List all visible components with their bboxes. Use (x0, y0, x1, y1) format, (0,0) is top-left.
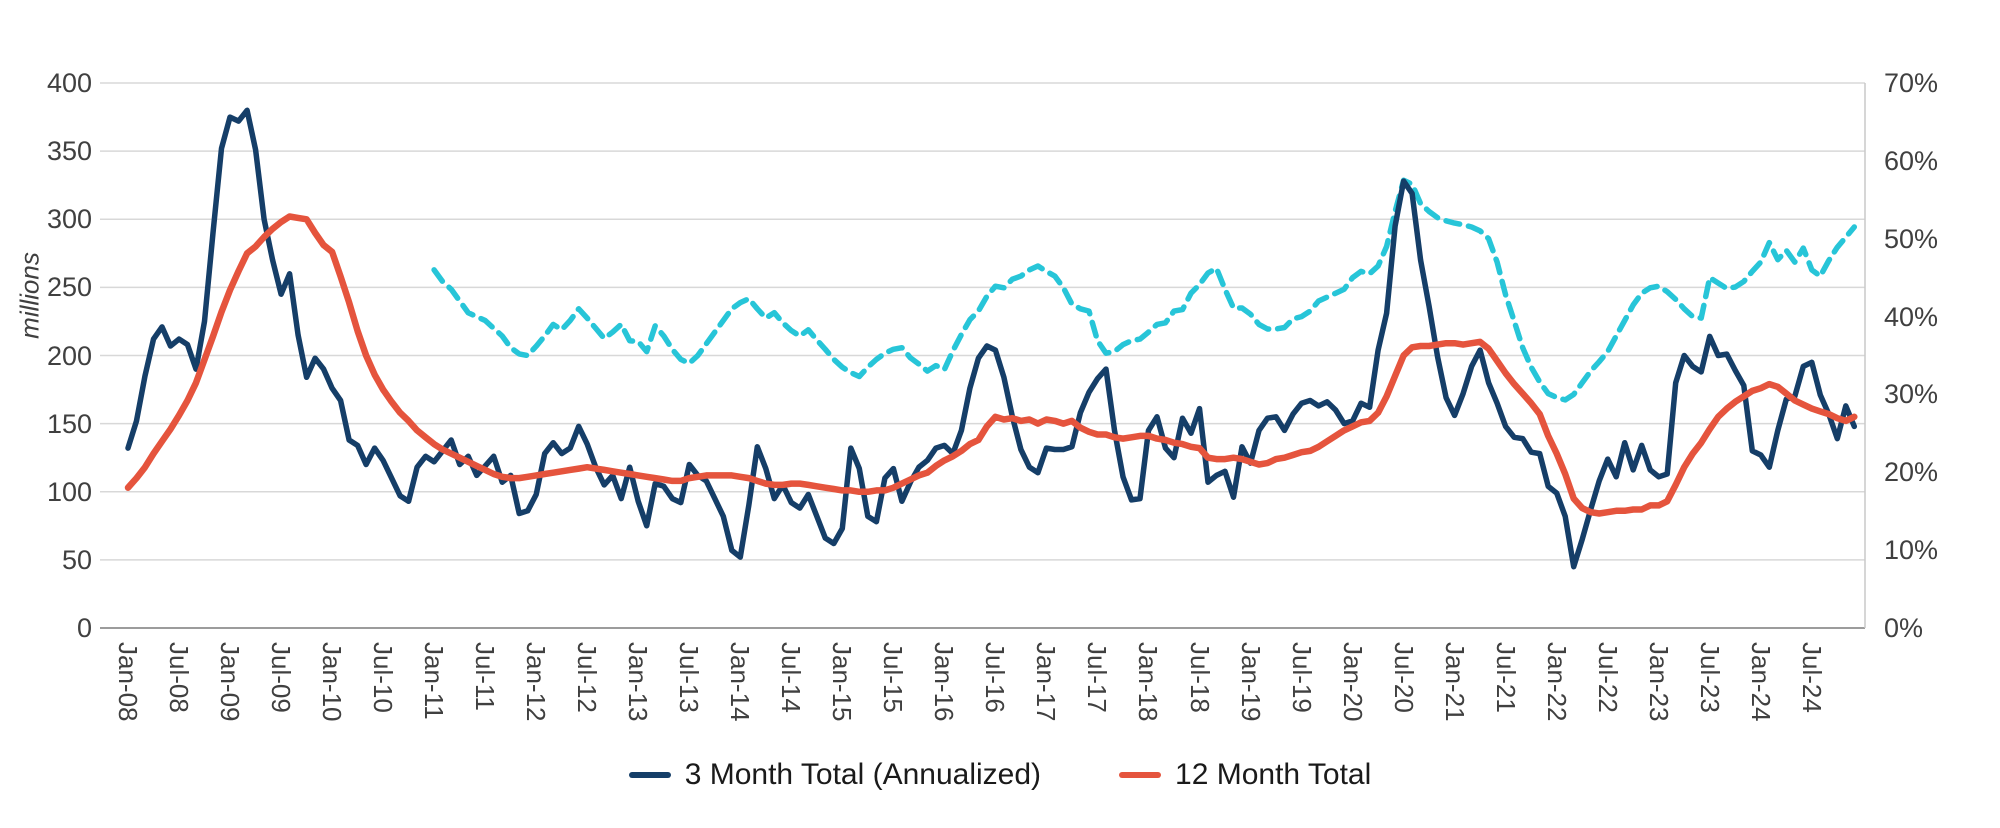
legend: 3 Month Total (Annualized) 12 Month Tota… (0, 758, 2000, 792)
x-axis-tick: Jan-09 (215, 642, 246, 722)
x-axis-tick: Jul-22 (1592, 642, 1623, 713)
x-axis-tick: Jan-13 (623, 642, 654, 722)
y-axis-tick-left: 400 (46, 68, 92, 98)
x-axis-tick: Jul-23 (1694, 642, 1725, 713)
x-axis-tick: Jul-17 (1082, 642, 1113, 713)
y-axis-tick-right: 70% (1884, 68, 1939, 98)
x-axis-tick: Jan-08 (113, 642, 143, 722)
y-axis-tick-left: 150 (46, 408, 92, 439)
x-axis-tick: Jul-13 (674, 642, 705, 713)
y-axis-tick-right: 10% (1884, 535, 1939, 566)
x-axis-tick: Jul-11 (470, 642, 501, 711)
x-axis-tick: Jul-12 (572, 642, 603, 713)
x-axis-tick: Jan-18 (1133, 642, 1164, 722)
legend-swatch-navy (628, 772, 671, 778)
x-axis-tick: Jan-22 (1541, 642, 1572, 722)
x-axis-tick: Jan-10 (317, 642, 348, 722)
x-axis-tick: Jan-20 (1337, 642, 1368, 722)
x-axis-tick: Jan-16 (929, 642, 960, 722)
y-axis-tick-left: 50 (61, 544, 92, 575)
x-axis-tick: Jul-20 (1388, 642, 1419, 713)
series-line-cyan (431, 177, 1858, 403)
x-axis-tick: Jan-23 (1643, 642, 1674, 722)
legend-item-3-month-total: 3 Month Total (Annualized) (628, 758, 1042, 792)
legend-label: 3 Month Total (Annualized) (684, 758, 1042, 791)
y-axis-tick-right: 50% (1884, 223, 1939, 254)
x-axis-tick: Jan-14 (725, 642, 756, 722)
x-axis-tick: Jul-09 (266, 642, 297, 713)
x-axis-tick: Jul-24 (1796, 642, 1827, 713)
x-axis-tick: Jan-15 (827, 642, 858, 722)
y-axis-tick-right: 0% (1884, 613, 1924, 643)
x-axis-tick: Jan-19 (1235, 642, 1266, 722)
x-axis-tick: Jul-16 (980, 642, 1011, 713)
series-line-red (124, 213, 1858, 517)
y-axis-tick-left: 0 (76, 613, 92, 643)
x-axis-tick: Jan-24 (1745, 642, 1776, 722)
y-axis-tick-right: 60% (1884, 145, 1939, 176)
x-axis-tick: Jul-19 (1286, 642, 1317, 713)
y-axis-tick-right: 20% (1884, 457, 1939, 488)
y-axis-tick-left: 100 (46, 476, 92, 507)
x-axis-tick: Jul-08 (164, 642, 195, 713)
y-axis-tick-left: 350 (46, 136, 92, 167)
x-axis-tick: Jan-17 (1031, 642, 1062, 722)
x-axis-tick: Jan-11 (419, 642, 450, 720)
series-line-navy (125, 107, 1858, 570)
legend-label: 12 Month Total (1175, 758, 1372, 791)
y-axis-tick-right: 30% (1884, 379, 1939, 410)
x-axis-tick: Jul-21 (1490, 642, 1521, 713)
y-axis-tick-right: 40% (1884, 301, 1939, 332)
x-axis-tick: Jul-10 (368, 642, 399, 713)
y-axis-tick-left: 300 (46, 204, 92, 235)
x-axis-tick: Jul-14 (776, 642, 807, 713)
legend-swatch-red (1119, 772, 1162, 778)
y-axis-tick-left: 200 (46, 340, 92, 371)
x-axis-tick: Jan-21 (1439, 642, 1470, 722)
x-axis-tick: Jul-18 (1184, 642, 1215, 713)
legend-item-12-month-total: 12 Month Total (1119, 758, 1371, 792)
x-axis-tick: Jul-15 (878, 642, 909, 713)
x-axis-tick: Jan-12 (521, 642, 552, 722)
y-axis-tick-left: 250 (46, 272, 92, 303)
